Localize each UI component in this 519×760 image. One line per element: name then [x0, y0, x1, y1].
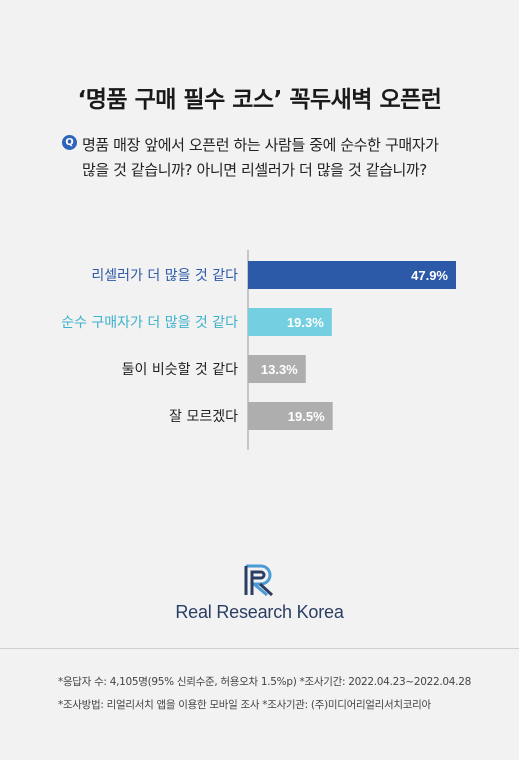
bar-2 — [248, 355, 306, 383]
footnote-method: *조사방법: 리얼리서치 앱을 이용한 모바일 조사 *조사기관: (주)미디어… — [58, 699, 431, 711]
value-label-2: 13.3% — [261, 362, 298, 377]
bar-0 — [248, 261, 456, 289]
footnote-respondents: *응답자 수: 4,105명(95% 신뢰수준, 허용오차 1.5%p) *조사… — [58, 676, 471, 688]
value-label-3: 19.5% — [288, 409, 325, 424]
brand-name: Real Research Korea — [175, 602, 344, 622]
question-badge: Q — [62, 135, 77, 150]
page-title: ‘명품 구매 필수 코스’ 꼭두새벽 오픈런 — [77, 87, 442, 113]
question-line-1: 명품 매장 앞에서 오픈런 하는 사람들 중에 순수한 구매자가 — [82, 136, 439, 154]
bar-3 — [248, 402, 333, 430]
real-research-logo-icon — [244, 564, 274, 597]
value-label-1: 19.3% — [287, 315, 324, 330]
category-label-3: 잘 모르겠다 — [169, 409, 238, 425]
bar-1 — [248, 308, 332, 336]
category-label-0: 리셀러가 더 많을 것 같다 — [91, 268, 238, 284]
footer-divider — [0, 648, 519, 649]
category-label-2: 둘이 비슷할 것 같다 — [122, 362, 239, 378]
question-line-2: 많을 것 같습니까? 아니면 리셀러가 더 많을 것 같습니까? — [82, 161, 427, 179]
bar-chart: 리셀러가 더 많을 것 같다 47.9% 순수 구매자가 더 많을 것 같다 19.3… — [61, 250, 456, 450]
survey-question: Q 명품 매장 앞에서 오픈런 하는 사람들 중에 순수한 구매자가 많을 것 … — [62, 133, 502, 183]
category-label-1: 순수 구매자가 더 많을 것 같다 — [61, 315, 238, 331]
value-label-0: 47.9% — [411, 268, 448, 283]
